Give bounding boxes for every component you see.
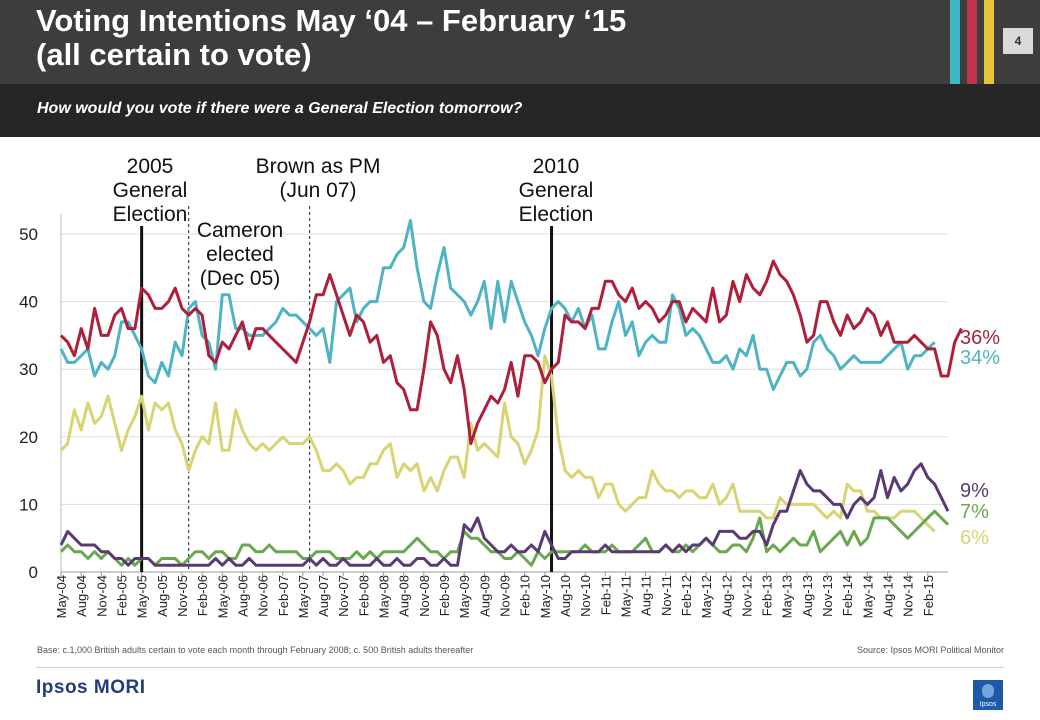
x-tick-label: Aug-11 — [639, 575, 654, 616]
x-tick-label: May-05 — [135, 575, 150, 618]
series-line-labour — [59, 219, 936, 391]
event-label: 2005 — [127, 155, 174, 178]
x-tick-label: Feb-14 — [840, 575, 855, 616]
x-tick-label: Nov-12 — [739, 575, 754, 617]
series-line-conservative — [59, 259, 963, 446]
base-note: Base: c.1,000 British adults certain to … — [37, 645, 474, 655]
x-tick-label: May-11 — [618, 575, 633, 617]
end-label-conservative: 36% — [960, 327, 1000, 349]
ipsos-mori-logo: Ipsos MORI — [36, 677, 146, 698]
y-tick-label: 10 — [19, 495, 38, 514]
event-label: Cameron — [197, 219, 283, 242]
x-tick-label: May-08 — [377, 575, 392, 618]
x-tick-label: Feb-13 — [760, 575, 775, 616]
event-label: (Jun 07) — [279, 179, 356, 202]
y-tick-label: 30 — [19, 360, 38, 379]
event-label: General — [519, 179, 594, 202]
x-tick-label: Aug-13 — [800, 575, 815, 617]
x-tick-label: Aug-09 — [477, 575, 492, 617]
x-tick-label: May-10 — [538, 575, 553, 618]
x-tick-label: Aug-07 — [316, 575, 331, 617]
end-label-liberal-democrat: 6% — [960, 527, 989, 549]
x-tick-label: May-09 — [457, 575, 472, 618]
accent-stripe-red — [967, 0, 977, 84]
x-tick-label: Feb-05 — [114, 575, 129, 616]
x-tick-label: Nov-13 — [820, 575, 835, 617]
series-line-liberal-democrat — [59, 354, 936, 533]
x-tick-label: May-04 — [54, 575, 69, 618]
title-line-1: Voting Intentions May ‘04 – February ‘15 — [36, 3, 627, 38]
x-tick-label: Feb-09 — [437, 575, 452, 616]
x-tick-label: Feb-07 — [276, 575, 291, 616]
end-label-labour: 34% — [960, 347, 1000, 369]
x-tick-label: Feb-08 — [356, 575, 371, 616]
x-tick-label: Aug-10 — [558, 575, 573, 617]
x-tick-label: May-06 — [215, 575, 230, 618]
x-tick-label: Nov-11 — [659, 575, 674, 616]
x-tick-label: Nov-14 — [901, 575, 916, 617]
x-tick-label: Feb-10 — [518, 575, 533, 616]
x-tick-label: May-12 — [699, 575, 714, 618]
x-tick-label: Aug-12 — [719, 575, 734, 617]
y-tick-label: 20 — [19, 428, 38, 447]
y-tick-label: 40 — [19, 293, 38, 312]
x-tick-label: Feb-06 — [195, 575, 210, 616]
chart-question: How would you vote if there were a Gener… — [37, 100, 523, 117]
x-tick-label: Aug-08 — [397, 575, 412, 617]
x-tick-label: Feb-12 — [679, 575, 694, 616]
page-title: Voting Intentions May ‘04 – February ‘15… — [36, 4, 626, 72]
x-tick-label: Nov-05 — [175, 575, 190, 617]
end-label-ukip: 9% — [960, 480, 989, 502]
x-tick-label: May-13 — [780, 575, 795, 618]
footer-divider — [36, 667, 1004, 668]
event-label: Election — [113, 203, 188, 226]
x-tick-label: Feb-15 — [921, 575, 936, 616]
series-line-green — [59, 509, 950, 567]
x-tick-label: Nov-09 — [498, 575, 513, 617]
x-tick-label: Aug-06 — [235, 575, 250, 617]
subtitle-bar — [0, 84, 1040, 137]
accent-stripe-yellow — [984, 0, 994, 84]
x-tick-label: Nov-04 — [94, 575, 109, 617]
series-line-ukip — [59, 462, 950, 567]
logo-small-text: Ipsos — [979, 701, 997, 708]
end-label-green: 7% — [960, 501, 989, 523]
x-tick-label: Nov-06 — [256, 575, 271, 617]
x-tick-label: May-14 — [860, 575, 875, 618]
voting-intentions-chart: 0 10 20 30 40 50 May-04 Aug-04 Nov-04 Feb-05 May-0… — [19, 155, 1000, 618]
x-tick-label: Aug-14 — [881, 575, 896, 617]
x-tick-label: Feb-11 — [598, 575, 613, 615]
header-bar — [0, 0, 1040, 84]
x-tick-label: Nov-07 — [336, 575, 351, 617]
page-number: 4 — [1003, 28, 1033, 54]
event-label: General — [113, 179, 188, 202]
ipsos-logo-icon: Ipsos — [973, 680, 1003, 710]
accent-stripe-blue — [950, 0, 960, 84]
x-tick-label: May-07 — [296, 575, 311, 618]
event-label: Brown as PM — [256, 155, 381, 178]
x-tick-label: Aug-05 — [155, 575, 170, 617]
event-label: elected — [206, 243, 274, 266]
event-label: (Dec 05) — [200, 267, 281, 290]
y-tick-label: 50 — [19, 225, 38, 244]
event-label: 2010 — [533, 155, 580, 178]
source-note: Source: Ipsos MORI Political Monitor — [856, 645, 1004, 655]
y-tick-label: 0 — [29, 563, 38, 582]
x-tick-label: Aug-04 — [74, 575, 89, 617]
title-line-2: (all certain to vote) — [36, 37, 312, 72]
event-label: Election — [519, 203, 594, 226]
x-tick-label: Nov-08 — [417, 575, 432, 617]
x-tick-label: Nov-10 — [578, 575, 593, 617]
